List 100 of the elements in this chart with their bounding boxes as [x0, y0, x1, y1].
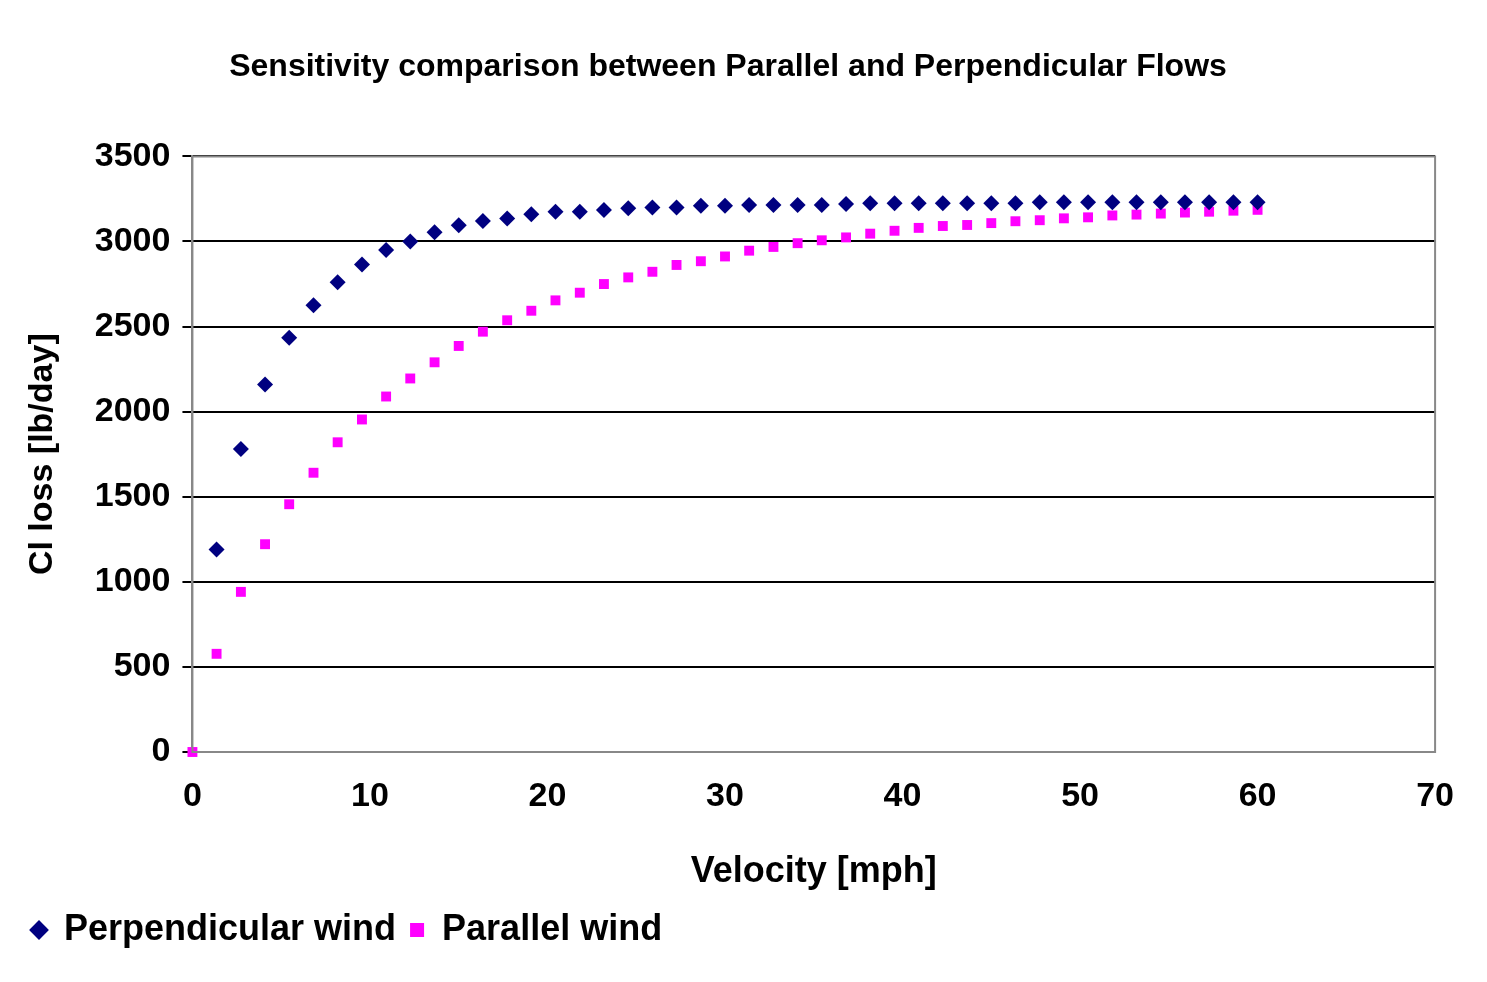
- point: [595, 202, 612, 218]
- point: [720, 251, 730, 262]
- point: [1225, 194, 1242, 211]
- point: [789, 196, 806, 213]
- point: [1083, 212, 1093, 223]
- point: [1180, 207, 1190, 218]
- point: [453, 341, 464, 351]
- point: [571, 203, 588, 220]
- point: [1058, 213, 1069, 224]
- point: [1080, 194, 1097, 211]
- y-tick-label: 3500: [94, 134, 171, 173]
- point: [962, 220, 973, 230]
- point: [765, 196, 782, 213]
- point: [865, 228, 876, 239]
- point: [841, 232, 852, 243]
- legend-label: Perpendicular wind: [64, 906, 397, 948]
- point: [886, 195, 903, 212]
- point: [862, 195, 879, 212]
- point: [889, 225, 900, 236]
- point: [357, 414, 367, 425]
- x-tick-label: 30: [706, 774, 744, 813]
- y-tick-label: 2500: [94, 304, 171, 343]
- point: [426, 224, 443, 241]
- point: [768, 241, 779, 252]
- point: [381, 391, 392, 402]
- x-tick-label: 20: [528, 774, 567, 813]
- x-tick-label: 70: [1416, 774, 1454, 813]
- point: [208, 541, 225, 558]
- point: [329, 274, 346, 291]
- point: [378, 241, 395, 258]
- point: [1155, 208, 1166, 219]
- point: [502, 315, 513, 326]
- point: [620, 200, 637, 217]
- point: [1031, 194, 1048, 211]
- point: [644, 199, 661, 216]
- x-tick-label: 60: [1238, 774, 1277, 813]
- point: [692, 197, 709, 214]
- point: [913, 222, 924, 233]
- point: [402, 233, 419, 250]
- y-tick-label: 500: [113, 645, 171, 684]
- point: [232, 441, 249, 458]
- legend-label: Parallel wind: [442, 906, 663, 948]
- point: [1249, 194, 1266, 211]
- point: [816, 235, 827, 246]
- point: [959, 195, 976, 212]
- point: [1107, 210, 1118, 221]
- point: [477, 326, 488, 337]
- point: [717, 197, 733, 214]
- point: [281, 329, 298, 346]
- point: [934, 195, 951, 212]
- point: [257, 376, 274, 393]
- point: [695, 256, 706, 267]
- point: [1176, 194, 1193, 211]
- point: [1152, 194, 1169, 211]
- point: [1104, 194, 1121, 211]
- point: [1034, 215, 1045, 226]
- point: [260, 539, 270, 550]
- point: [1010, 216, 1021, 227]
- point: [792, 238, 803, 249]
- point: [353, 256, 370, 273]
- point: [474, 213, 491, 230]
- point: [429, 357, 440, 368]
- point: [1131, 209, 1142, 220]
- y-tick-label: 3000: [94, 219, 171, 258]
- point: [526, 305, 537, 316]
- point: [744, 245, 755, 256]
- point: [623, 272, 634, 283]
- point: [450, 217, 467, 234]
- point: [305, 297, 322, 314]
- point: [1055, 194, 1072, 211]
- y-tick-label: 1500: [94, 475, 171, 514]
- y-tick-label: 0: [151, 730, 171, 769]
- point: [332, 437, 343, 448]
- point: [1201, 194, 1218, 211]
- x-tick-label: 40: [883, 774, 922, 813]
- point: [910, 195, 927, 212]
- point: [574, 287, 585, 298]
- point: [647, 266, 658, 277]
- point: [741, 196, 758, 213]
- point: [598, 279, 609, 289]
- y-tick-label: 1000: [94, 560, 171, 599]
- point: [547, 203, 564, 220]
- point: [499, 210, 516, 227]
- point: [1007, 195, 1024, 212]
- point: [523, 206, 540, 223]
- x-tick-label: 10: [351, 774, 389, 813]
- point: [671, 260, 682, 270]
- point: [668, 199, 685, 216]
- point: [838, 196, 855, 213]
- point: [986, 218, 997, 229]
- x-axis-title: Velocity [mph]: [690, 849, 937, 891]
- point: [937, 221, 948, 231]
- point: [235, 586, 246, 597]
- point: [813, 196, 830, 213]
- y-tick-label: 2000: [94, 390, 171, 429]
- point: [308, 467, 319, 478]
- chart-title: Sensitivity comparison between Parallel and Perpendicular Flows: [229, 47, 1227, 84]
- point: [550, 295, 561, 306]
- x-tick-label: 50: [1061, 774, 1099, 813]
- point: [405, 373, 416, 384]
